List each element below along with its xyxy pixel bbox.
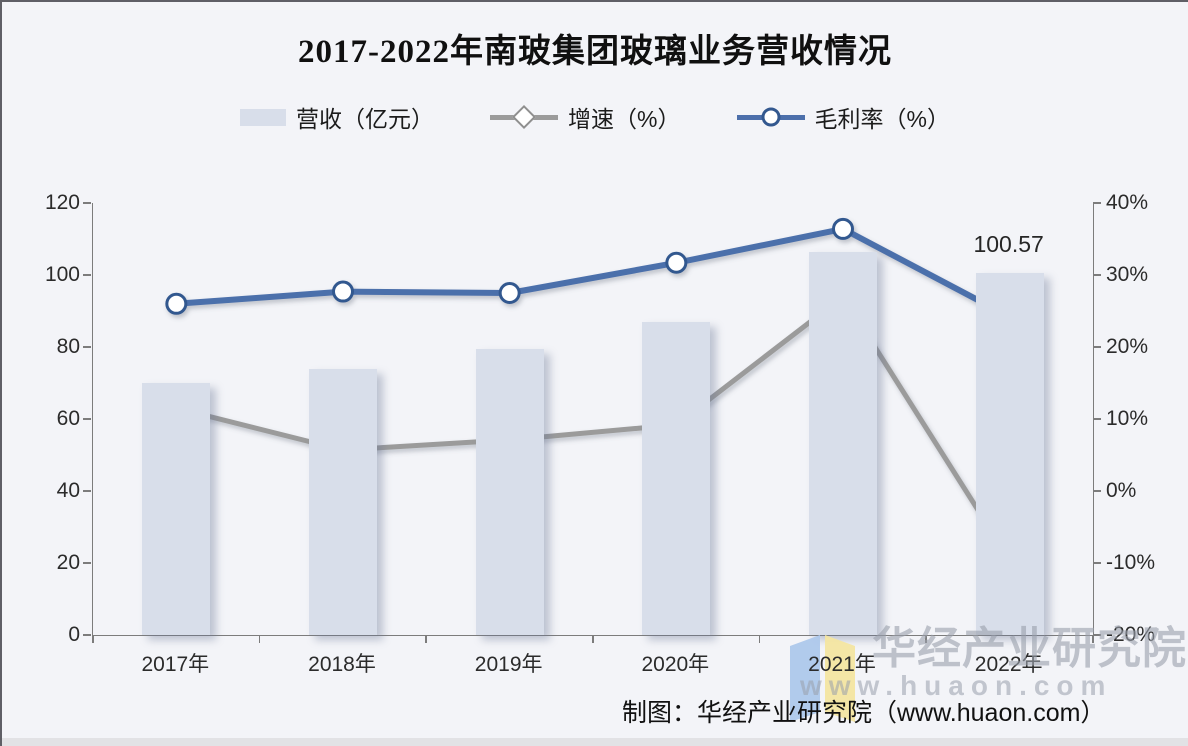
y-axis-right-tick [1093,490,1101,492]
y-axis-right-tick [1093,634,1101,636]
y-axis-left-tick [83,562,91,564]
revenue-bar [475,348,544,635]
y-axis-right-label: 10% [1106,407,1149,430]
revenue-bar [975,272,1044,635]
x-axis-tick [92,635,94,643]
y-axis-left-tick [83,202,91,204]
y-axis-right-tick [1093,562,1101,564]
y-axis-left-tick [83,418,91,420]
margin-line-series [165,217,1021,328]
y-axis-left-tick [83,274,91,276]
y-axis-left-label: 40 [56,479,80,502]
x-axis-label: 2017年 [141,653,210,676]
x-axis-tick [1092,635,1094,643]
y-axis-right-tick [1093,274,1101,276]
line-series-layer [163,217,1023,573]
revenue-bar-swatch-icon [240,108,287,126]
y-axis-left-tick [83,490,91,492]
y-axis-left-label: 100 [44,263,80,286]
y-axis-right-label: 30% [1106,263,1149,286]
x-axis-label: 2018年 [308,653,376,676]
bar-value-label: 100.57 [973,230,1044,257]
y-axis-right-tick [1093,202,1101,204]
y-axis-right-label: -20% [1106,623,1156,646]
chart-title: 2017-2022年南玻集团玻璃业务营收情况 [298,34,892,70]
y-axis-right-tick [1093,418,1101,420]
x-axis-label: 2020年 [641,653,710,676]
legend-item-growth: 增速（%） [490,100,681,134]
y-axis-right-label: -10% [1106,551,1156,574]
y-axis-right-label: 20% [1106,335,1149,358]
huaon-logo-icon [790,635,855,722]
y-axis-left-label: 0 [68,623,80,646]
revenue-bar [142,383,211,635]
x-axis-label: 2022年 [974,653,1043,676]
y-axis-left-label: 120 [44,191,80,214]
legend: 营收（亿元） 增速（%） 毛利率（%） [2,100,1188,134]
y-axis-left-label: 60 [56,407,80,430]
legend-label-margin: 毛利率（%） [814,106,950,132]
margin-point-marker [498,282,521,304]
margin-point-marker [332,280,354,303]
circle-marker-icon [761,107,780,127]
revenue-bar [642,321,711,635]
y-axis-left-tick [83,634,91,636]
diamond-marker-icon [512,104,537,130]
y-axis-left-tick [83,346,91,348]
x-axis-label: 2021年 [808,653,876,676]
legend-item-revenue: 营收（亿元） [240,100,434,134]
y-axis-left-label: 80 [56,335,80,358]
growth-line-series [163,284,1023,573]
y-axis-right-tick [1093,346,1101,348]
growth-line-swatch-icon [490,104,559,130]
x-axis-tick [425,635,427,643]
margin-point-marker [665,251,688,274]
y-axis-right-label: 0% [1106,479,1137,502]
bottom-strip [2,738,1188,746]
x-axis-tick [925,635,927,643]
x-axis-label: 2019年 [474,653,543,676]
watermark-url: www.huaon.com [800,670,1113,701]
y-axis-right-label: 40% [1106,191,1149,214]
legend-item-margin: 毛利率（%） [736,100,950,134]
legend-label-revenue: 营收（亿元） [296,106,435,132]
x-axis-tick [258,635,261,643]
x-axis-tick [758,635,761,643]
x-axis-tick [592,635,594,643]
revenue-bar [809,251,877,635]
watermark-name: 华经产业研究院 [872,624,1187,673]
plot-area [83,202,1101,643]
credit-line: 制图：华经产业研究院（www.huaon.com） [622,699,1106,727]
margin-line-swatch-icon [736,105,805,129]
margin-point-marker [165,292,188,315]
revenue-bar [309,368,377,635]
margin-point-marker [832,217,854,240]
legend-label-growth: 增速（%） [568,106,681,132]
y-axis-left-label: 20 [56,551,80,574]
